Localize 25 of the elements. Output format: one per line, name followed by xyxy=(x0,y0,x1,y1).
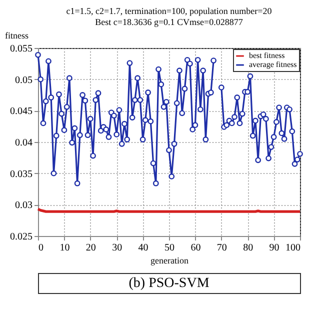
y-tick-label: 0.025 xyxy=(10,232,32,242)
y-tick-label: 0.05 xyxy=(15,74,32,86)
x-tick-label: 20 xyxy=(86,242,96,254)
x-tick-label: 80 xyxy=(243,242,254,254)
x-axis-title: generation xyxy=(150,256,189,266)
text: Best c=18.3636 g=0.1 CVmse=0.028877 xyxy=(95,17,243,27)
text: c1=1.5, c2=1.7, termination=100, population number=20 xyxy=(66,6,272,16)
x-tick-label: 40 xyxy=(138,242,148,254)
x-tick-label: 30 xyxy=(112,242,122,254)
legend-label: average fitness xyxy=(249,60,297,69)
x-tick-label: 90 xyxy=(269,242,280,254)
y-axis-title: fitness xyxy=(5,30,29,40)
y-tick-label: 0.045 xyxy=(10,106,32,118)
legend-label: best fitness xyxy=(249,51,285,60)
x-tick-label: 60 xyxy=(190,242,201,254)
y-tick-label: 0.035 xyxy=(10,168,32,180)
y-tick-label: 0.03 xyxy=(15,200,32,212)
text: (b) PSO-SVM xyxy=(128,276,210,291)
x-tick-label: 100 xyxy=(286,242,300,254)
y-tick-label: 0.055 xyxy=(10,44,32,54)
x-tick-label: 0 xyxy=(38,242,44,254)
x-tick-label: 50 xyxy=(164,242,174,254)
x-tick-label: 10 xyxy=(60,242,70,254)
x-tick-label: 70 xyxy=(216,242,227,254)
y-tick-label: 0.04 xyxy=(15,138,32,148)
